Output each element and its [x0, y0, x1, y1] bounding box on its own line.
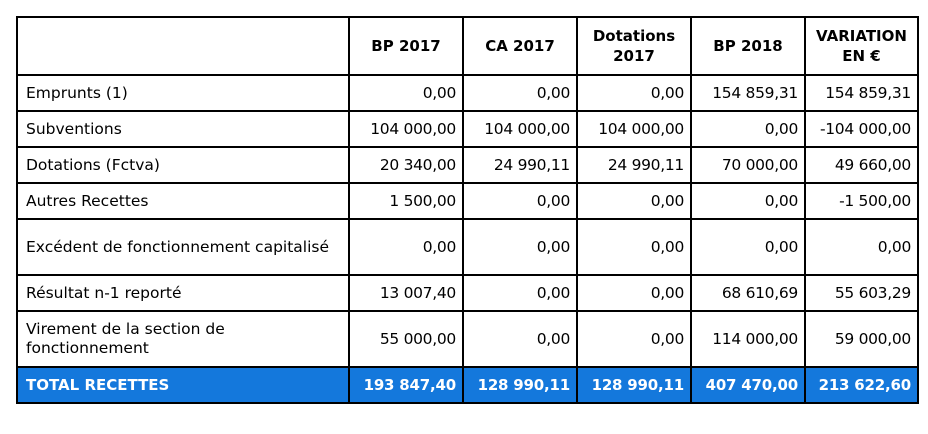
- header-cell-bp-2018: BP 2018: [690, 16, 806, 76]
- cell-dotations-2017: 24 990,11: [576, 146, 692, 184]
- total-dotations-2017: 128 990,11: [576, 366, 692, 404]
- total-bp-2018: 407 470,00: [690, 366, 806, 404]
- cell-dotations-2017: 0,00: [576, 74, 692, 112]
- cell-ca-2017: 0,00: [462, 182, 578, 220]
- cell-ca-2017: 0,00: [462, 218, 578, 276]
- table-row: Autres Recettes 1 500,00 0,00 0,00 0,00 …: [16, 182, 919, 220]
- cell-bp-2018: 114 000,00: [690, 310, 806, 368]
- table-row: Dotations (Fctva) 20 340,00 24 990,11 24…: [16, 146, 919, 184]
- cell-bp-2018: 154 859,31: [690, 74, 806, 112]
- table-row: Subventions 104 000,00 104 000,00 104 00…: [16, 110, 919, 148]
- row-label: Autres Recettes: [16, 182, 350, 220]
- cell-variation: -104 000,00: [804, 110, 919, 148]
- cell-bp-2017: 104 000,00: [348, 110, 464, 148]
- cell-bp-2018: 0,00: [690, 182, 806, 220]
- row-label: Excédent de fonctionnement capitalisé: [16, 218, 350, 276]
- header-cell-label: [16, 16, 350, 76]
- cell-variation: 49 660,00: [804, 146, 919, 184]
- total-bp-2017: 193 847,40: [348, 366, 464, 404]
- total-ca-2017: 128 990,11: [462, 366, 578, 404]
- budget-recettes-table: BP 2017 CA 2017 Dotations 2017 BP 2018 V…: [16, 16, 919, 404]
- total-label: TOTAL RECETTES: [16, 366, 350, 404]
- cell-ca-2017: 24 990,11: [462, 146, 578, 184]
- cell-ca-2017: 0,00: [462, 74, 578, 112]
- cell-bp-2017: 55 000,00: [348, 310, 464, 368]
- row-label: Virement de la section de fonctionnement: [16, 310, 350, 368]
- header-cell-variation: VARIATION EN €: [804, 16, 919, 76]
- cell-bp-2018: 68 610,69: [690, 274, 806, 312]
- cell-variation: -1 500,00: [804, 182, 919, 220]
- row-label: Emprunts (1): [16, 74, 350, 112]
- cell-variation: 55 603,29: [804, 274, 919, 312]
- cell-ca-2017: 0,00: [462, 274, 578, 312]
- cell-ca-2017: 104 000,00: [462, 110, 578, 148]
- cell-bp-2018: 0,00: [690, 110, 806, 148]
- cell-variation: 154 859,31: [804, 74, 919, 112]
- row-label: Subventions: [16, 110, 350, 148]
- table-row: Résultat n-1 reporté 13 007,40 0,00 0,00…: [16, 274, 919, 312]
- row-label: Résultat n-1 reporté: [16, 274, 350, 312]
- table-row: Emprunts (1) 0,00 0,00 0,00 154 859,31 1…: [16, 74, 919, 112]
- table-header-row: BP 2017 CA 2017 Dotations 2017 BP 2018 V…: [16, 16, 919, 76]
- cell-ca-2017: 0,00: [462, 310, 578, 368]
- cell-dotations-2017: 0,00: [576, 182, 692, 220]
- header-cell-ca-2017: CA 2017: [462, 16, 578, 76]
- cell-dotations-2017: 0,00: [576, 274, 692, 312]
- cell-variation: 59 000,00: [804, 310, 919, 368]
- cell-bp-2018: 70 000,00: [690, 146, 806, 184]
- cell-bp-2018: 0,00: [690, 218, 806, 276]
- total-row: TOTAL RECETTES 193 847,40 128 990,11 128…: [16, 366, 919, 404]
- cell-bp-2017: 0,00: [348, 218, 464, 276]
- cell-bp-2017: 0,00: [348, 74, 464, 112]
- row-label: Dotations (Fctva): [16, 146, 350, 184]
- cell-bp-2017: 13 007,40: [348, 274, 464, 312]
- header-cell-dotations-2017: Dotations 2017: [576, 16, 692, 76]
- table-row: Virement de la section de fonctionnement…: [16, 310, 919, 368]
- cell-dotations-2017: 0,00: [576, 218, 692, 276]
- total-variation: 213 622,60: [804, 366, 919, 404]
- cell-dotations-2017: 0,00: [576, 310, 692, 368]
- cell-bp-2017: 1 500,00: [348, 182, 464, 220]
- cell-bp-2017: 20 340,00: [348, 146, 464, 184]
- header-cell-bp-2017: BP 2017: [348, 16, 464, 76]
- table-row: Excédent de fonctionnement capitalisé 0,…: [16, 218, 919, 276]
- cell-variation: 0,00: [804, 218, 919, 276]
- cell-dotations-2017: 104 000,00: [576, 110, 692, 148]
